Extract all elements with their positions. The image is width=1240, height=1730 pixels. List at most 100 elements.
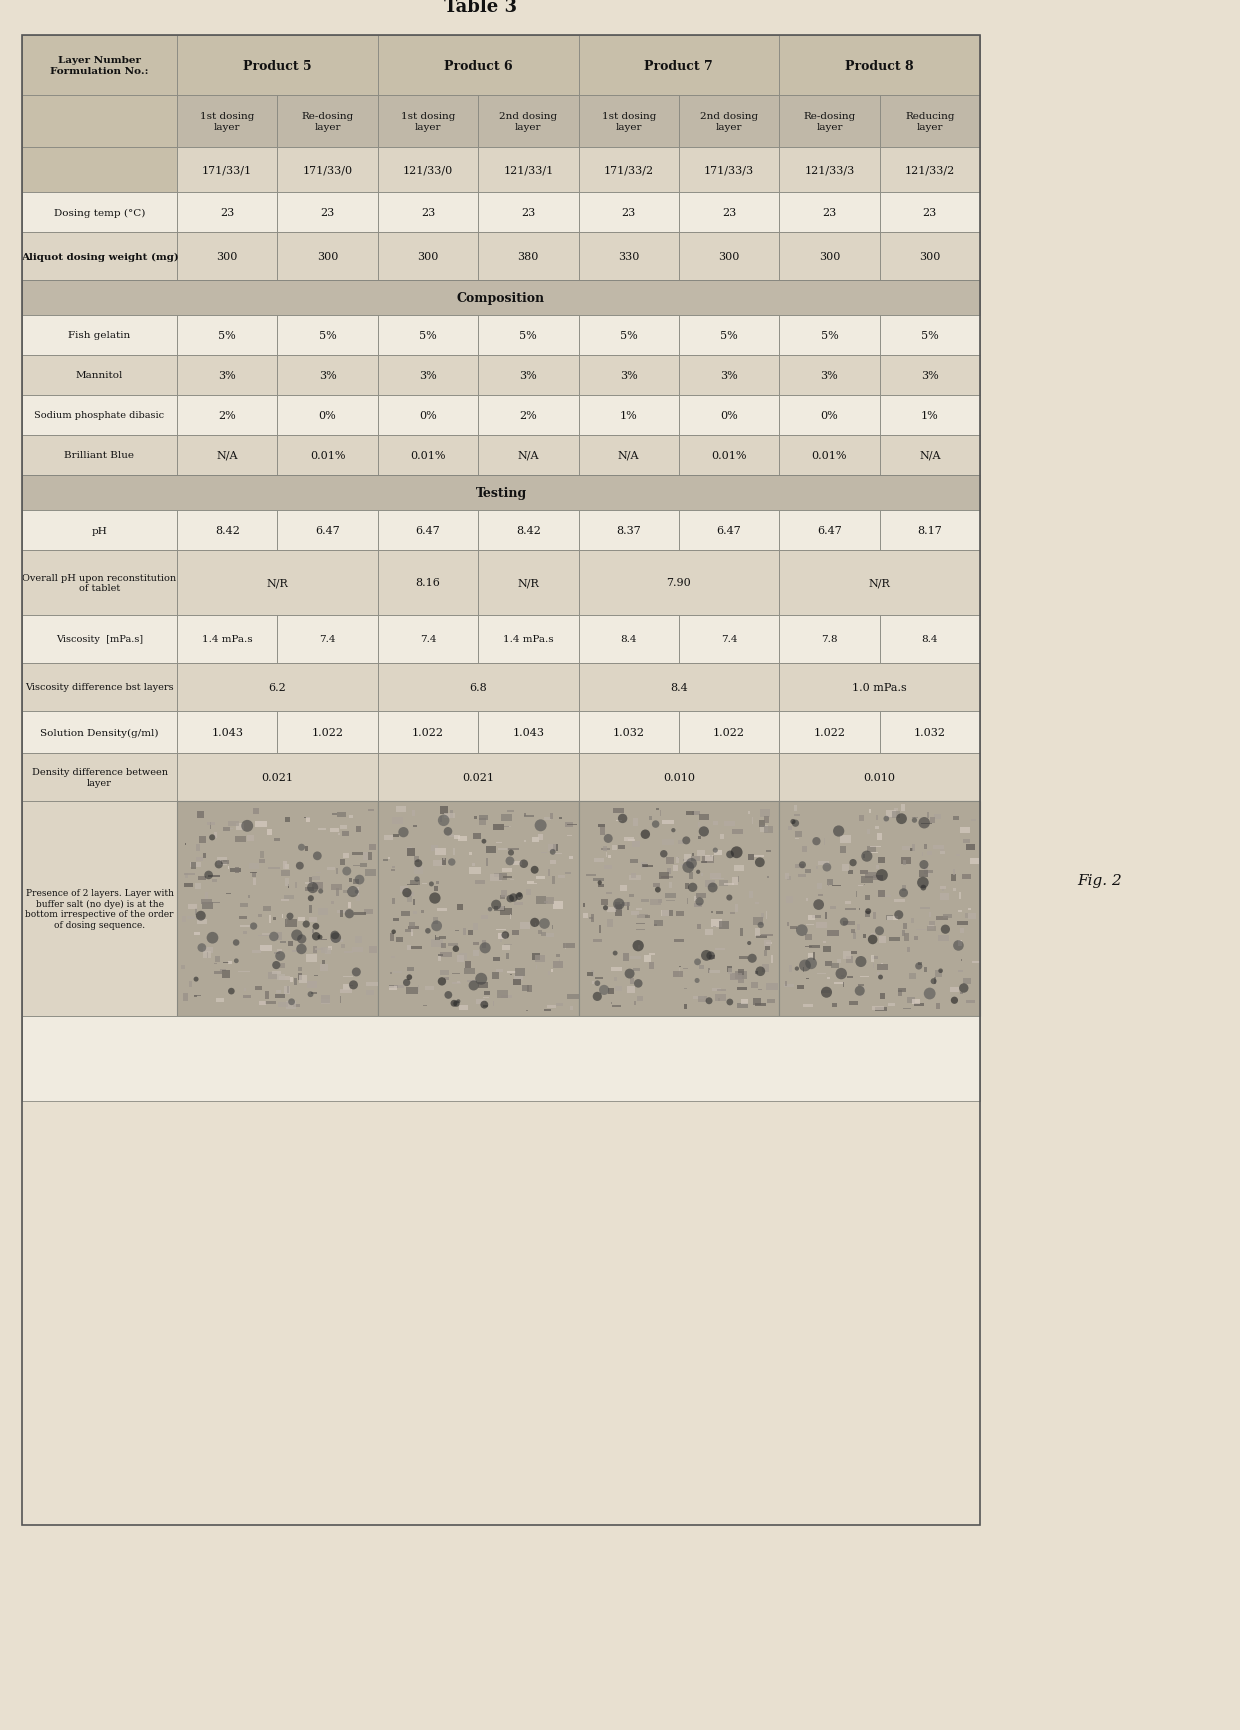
Circle shape bbox=[510, 894, 518, 903]
Circle shape bbox=[696, 870, 701, 874]
Text: Presence of 2 layers. Layer with
buffer salt (no dye) is at the
bottom irrespect: Presence of 2 layers. Layer with buffer … bbox=[25, 889, 174, 929]
Bar bbox=[195, 884, 201, 889]
Circle shape bbox=[634, 979, 642, 988]
Text: Testing: Testing bbox=[475, 486, 527, 500]
Bar bbox=[879, 95, 980, 147]
Bar bbox=[658, 872, 668, 879]
Bar bbox=[954, 889, 956, 893]
Circle shape bbox=[330, 932, 341, 943]
Circle shape bbox=[939, 969, 942, 974]
Bar bbox=[595, 977, 603, 979]
Bar bbox=[546, 898, 554, 905]
Bar bbox=[332, 813, 337, 817]
Bar bbox=[861, 995, 862, 996]
Circle shape bbox=[813, 900, 825, 910]
Bar bbox=[22, 317, 177, 356]
Bar bbox=[213, 832, 217, 839]
Bar bbox=[624, 953, 629, 962]
Circle shape bbox=[242, 820, 253, 832]
Bar bbox=[785, 874, 789, 879]
Bar bbox=[579, 664, 779, 711]
Bar bbox=[177, 711, 278, 754]
Text: 1%: 1% bbox=[921, 410, 939, 420]
Bar bbox=[500, 908, 512, 915]
Bar bbox=[873, 912, 877, 919]
Circle shape bbox=[613, 952, 618, 957]
Bar bbox=[459, 1005, 467, 1010]
Bar bbox=[556, 955, 560, 957]
Bar bbox=[611, 1003, 613, 1005]
Bar bbox=[732, 829, 743, 836]
Bar bbox=[830, 907, 837, 910]
Bar bbox=[644, 955, 651, 962]
Bar bbox=[552, 877, 554, 884]
Bar bbox=[885, 915, 894, 920]
Bar bbox=[515, 903, 523, 905]
Bar bbox=[492, 823, 503, 830]
Bar bbox=[22, 754, 177, 801]
Bar bbox=[392, 898, 396, 905]
Bar bbox=[806, 898, 808, 901]
Bar bbox=[944, 913, 952, 919]
Bar bbox=[512, 931, 520, 936]
Bar bbox=[498, 849, 508, 851]
Bar bbox=[223, 860, 227, 863]
Bar bbox=[378, 801, 579, 1017]
Bar bbox=[206, 893, 208, 900]
Bar bbox=[872, 1007, 884, 1010]
Bar bbox=[253, 879, 255, 886]
Bar bbox=[378, 95, 479, 147]
Bar bbox=[887, 917, 898, 920]
Bar bbox=[678, 969, 681, 976]
Bar bbox=[844, 908, 857, 910]
Bar bbox=[928, 813, 929, 818]
Bar bbox=[479, 192, 579, 234]
Circle shape bbox=[671, 829, 676, 832]
Bar bbox=[456, 981, 460, 983]
Bar bbox=[201, 900, 212, 905]
Bar bbox=[888, 1003, 895, 1007]
Bar bbox=[305, 882, 312, 884]
Bar bbox=[278, 95, 378, 147]
Bar bbox=[698, 822, 701, 829]
Circle shape bbox=[790, 820, 796, 825]
Circle shape bbox=[392, 931, 396, 934]
Bar bbox=[506, 811, 515, 813]
Bar bbox=[661, 910, 668, 917]
Bar bbox=[859, 817, 863, 822]
Circle shape bbox=[924, 988, 935, 1000]
Bar bbox=[463, 927, 466, 936]
Bar bbox=[315, 948, 324, 952]
Text: 0.021: 0.021 bbox=[463, 773, 494, 782]
Circle shape bbox=[312, 851, 321, 862]
Circle shape bbox=[407, 974, 412, 981]
Text: 121/33/0: 121/33/0 bbox=[403, 166, 453, 175]
Bar bbox=[807, 915, 815, 920]
Bar bbox=[177, 754, 378, 801]
Circle shape bbox=[429, 893, 440, 905]
Bar bbox=[290, 977, 293, 983]
Bar bbox=[579, 436, 678, 476]
Bar bbox=[436, 882, 439, 884]
Bar bbox=[598, 825, 605, 827]
Bar bbox=[177, 801, 378, 1017]
Bar bbox=[879, 616, 980, 664]
Bar bbox=[564, 943, 565, 950]
Circle shape bbox=[707, 952, 715, 960]
Circle shape bbox=[298, 844, 305, 851]
Bar bbox=[950, 988, 960, 993]
Circle shape bbox=[598, 881, 601, 886]
Bar bbox=[448, 945, 458, 946]
Text: Re-dosing
layer: Re-dosing layer bbox=[804, 112, 856, 131]
Bar bbox=[502, 946, 510, 950]
Bar bbox=[393, 919, 399, 922]
Bar bbox=[342, 832, 350, 836]
Bar bbox=[409, 922, 415, 929]
Bar bbox=[924, 867, 928, 875]
Bar bbox=[438, 957, 441, 962]
Bar bbox=[312, 929, 314, 932]
Text: Product 7: Product 7 bbox=[645, 59, 713, 73]
Circle shape bbox=[207, 932, 218, 945]
Bar bbox=[526, 889, 532, 896]
Bar bbox=[410, 929, 413, 936]
